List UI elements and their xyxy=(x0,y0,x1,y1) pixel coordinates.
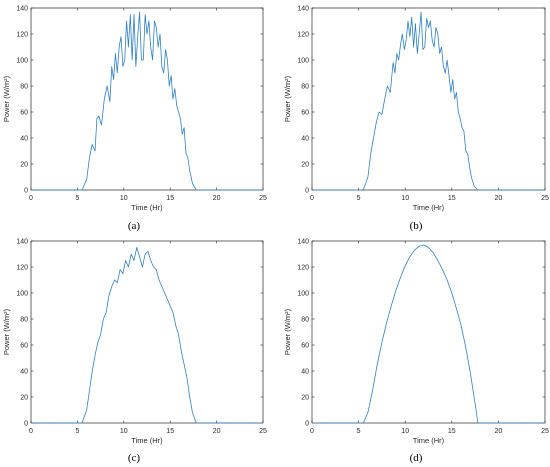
y-tick-label-d-80: 80 xyxy=(301,317,309,324)
y-tick-label-b-120: 120 xyxy=(297,32,309,39)
y-tick-label-a-100: 100 xyxy=(16,58,28,65)
x-axis-label-a: Time (Hr) xyxy=(131,203,163,212)
y-tick-label-d-20: 20 xyxy=(301,395,309,402)
y-tick-label-b-40: 40 xyxy=(301,136,309,143)
panel-label-d: (d) xyxy=(409,452,423,464)
series-line-d-0 xyxy=(312,244,545,424)
panel-label-c: (c) xyxy=(127,452,141,464)
x-tick-label-c-20: 20 xyxy=(213,428,221,435)
x-tick-label-c-5: 5 xyxy=(75,428,79,435)
y-tick-label-a-140: 140 xyxy=(16,6,28,13)
y-tick-label-d-60: 60 xyxy=(301,343,309,350)
y-tick-label-b-100: 100 xyxy=(297,58,309,65)
y-tick-label-b-20: 20 xyxy=(301,162,309,169)
plot-area-c xyxy=(30,240,264,424)
plot-area-d xyxy=(311,240,546,424)
x-tick-label-b-5: 5 xyxy=(357,195,361,202)
y-tick-label-b-0: 0 xyxy=(305,188,309,195)
plot-area-b xyxy=(311,7,546,191)
y-tick-label-c-100: 100 xyxy=(16,291,28,298)
x-tick-label-d-15: 15 xyxy=(448,428,456,435)
chart-panel-b: 0 5 10 15 20 25 0 20 40 60 80 100 120 140 Time (Hr) Pow… xyxy=(283,6,549,213)
y-tick-label-c-80: 80 xyxy=(20,317,28,324)
x-axis-label-b: Time (Hr) xyxy=(413,203,445,212)
x-tick-label-d-20: 20 xyxy=(495,428,503,435)
chart-panel-d: 0 5 10 15 20 25 0 20 40 60 80 100 120 140 Time (Hr) Pow… xyxy=(283,239,549,446)
y-tick-label-a-20: 20 xyxy=(20,162,28,169)
y-tick-label-b-80: 80 xyxy=(301,84,309,91)
y-tick-label-d-0: 0 xyxy=(305,421,309,428)
x-axis-label-c: Time (Hr) xyxy=(131,436,163,445)
x-tick-label-d-25: 25 xyxy=(541,428,549,435)
x-tick-label-b-10: 10 xyxy=(401,195,409,202)
x-tick-label-a-10: 10 xyxy=(120,195,128,202)
x-tick-label-b-25: 25 xyxy=(541,195,549,202)
x-tick-label-c-10: 10 xyxy=(120,428,128,435)
y-axis-label-a: Power (W/m²) xyxy=(2,75,11,122)
series-line-a-0 xyxy=(31,11,263,191)
y-tick-label-a-120: 120 xyxy=(16,32,28,39)
series-line-c-0 xyxy=(31,247,263,424)
y-tick-label-c-0: 0 xyxy=(24,421,28,428)
y-tick-label-c-40: 40 xyxy=(20,369,28,376)
y-tick-label-a-60: 60 xyxy=(20,110,28,117)
y-tick-label-c-120: 120 xyxy=(16,265,28,272)
x-tick-label-b-15: 15 xyxy=(448,195,456,202)
y-tick-label-c-20: 20 xyxy=(20,395,28,402)
y-axis-label-d: Power (W/m²) xyxy=(283,308,292,355)
chart-panel-a: 0 5 10 15 20 25 0 20 40 60 80 100 120 140 Time (Hr) Pow… xyxy=(2,6,267,213)
x-tick-label-a-0: 0 xyxy=(29,195,33,202)
y-tick-label-c-140: 140 xyxy=(16,239,28,246)
x-tick-label-d-10: 10 xyxy=(401,428,409,435)
panel-label-b: (b) xyxy=(409,220,423,232)
x-tick-label-a-25: 25 xyxy=(259,195,267,202)
panel-label-a: (a) xyxy=(127,220,141,232)
x-tick-label-d-5: 5 xyxy=(357,428,361,435)
x-tick-label-c-15: 15 xyxy=(166,428,174,435)
y-tick-label-d-40: 40 xyxy=(301,369,309,376)
x-tick-label-d-0: 0 xyxy=(310,428,314,435)
x-tick-label-c-0: 0 xyxy=(29,428,33,435)
y-tick-label-a-80: 80 xyxy=(20,84,28,91)
x-tick-label-b-0: 0 xyxy=(310,195,314,202)
y-axis-label-b: Power (W/m²) xyxy=(283,75,292,122)
y-tick-label-b-60: 60 xyxy=(301,110,309,117)
x-tick-label-b-20: 20 xyxy=(495,195,503,202)
y-tick-label-d-100: 100 xyxy=(297,291,309,298)
y-axis-label-c: Power (W/m²) xyxy=(2,308,11,355)
x-tick-label-a-15: 15 xyxy=(166,195,174,202)
x-tick-label-a-5: 5 xyxy=(75,195,79,202)
series-line-b-0 xyxy=(312,11,545,191)
y-tick-label-d-120: 120 xyxy=(297,265,309,272)
y-tick-label-b-140: 140 xyxy=(297,6,309,13)
y-tick-label-c-60: 60 xyxy=(20,343,28,350)
y-tick-label-a-40: 40 xyxy=(20,136,28,143)
x-tick-label-a-20: 20 xyxy=(213,195,221,202)
chart-panel-c: 0 5 10 15 20 25 0 20 40 60 80 100 120 140 Time (Hr) Pow… xyxy=(2,239,267,446)
x-axis-label-d: Time (Hr) xyxy=(413,436,445,445)
x-tick-label-c-25: 25 xyxy=(259,428,267,435)
y-tick-label-a-0: 0 xyxy=(24,188,28,195)
y-tick-label-d-140: 140 xyxy=(297,239,309,246)
plot-area-a xyxy=(30,7,264,191)
